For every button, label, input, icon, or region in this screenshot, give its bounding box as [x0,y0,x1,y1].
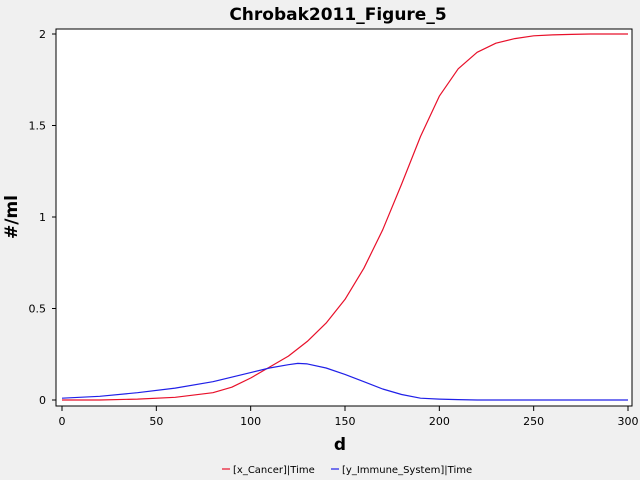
x-tick-label: 300 [618,415,639,428]
x-axis: 0 50 100 150 200 250 300 [59,406,639,428]
chart-title: Chrobak2011_Figure_5 [229,5,446,25]
y-tick-label: 0 [39,394,46,407]
x-tick-label: 50 [149,415,163,428]
y-tick-label: 2 [39,28,46,41]
x-tick-label: 200 [429,415,450,428]
legend: [x_Cancer]|Time [y_Immune_System]|Time [222,465,472,476]
plot-area [55,28,633,407]
series-line-1 [62,33,628,401]
x-tick-label: 100 [240,415,261,428]
y-tick-label: 1.5 [29,120,47,133]
x-axis-title: d [334,435,346,455]
y-tick-label: 1 [39,211,46,224]
series-layer [61,33,628,401]
legend-label: [x_Cancer]|Time [233,465,315,476]
x-tick-label: 150 [335,415,356,428]
x-tick-label: 250 [523,415,544,428]
x-tick-label: 0 [59,415,66,428]
legend-label: [y_Immune_System]|Time [342,465,472,476]
y-tick-label: 0.5 [29,303,47,316]
y-axis-title: #/ml [2,195,22,239]
y-axis: 0 0.5 1 1.5 2 [29,28,56,407]
series-line-2 [61,362,628,401]
